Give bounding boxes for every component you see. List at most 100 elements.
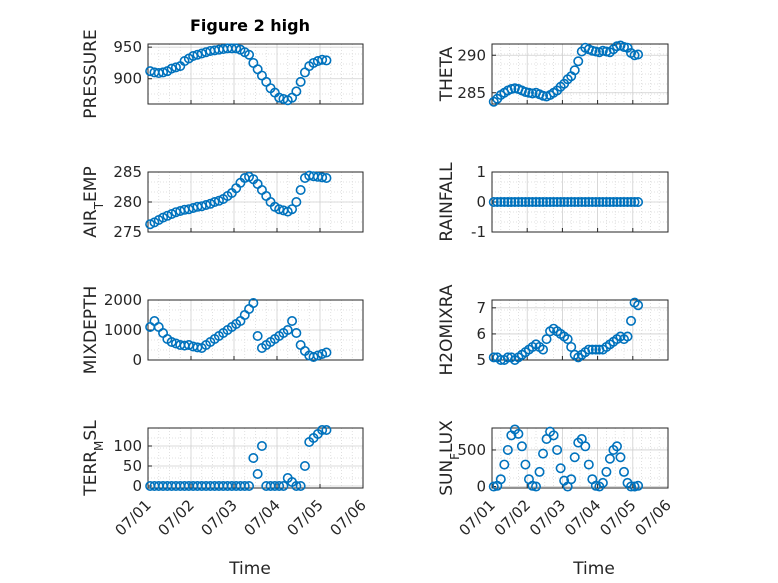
data-point <box>615 197 626 208</box>
y-tick-label: 7 <box>476 299 486 317</box>
data-point <box>552 197 563 208</box>
data-point <box>252 330 263 341</box>
axes-box <box>147 427 364 489</box>
data-point <box>183 339 194 350</box>
data-point <box>278 480 289 491</box>
data-point <box>538 197 549 208</box>
data-point <box>166 63 177 74</box>
data-point <box>244 49 255 60</box>
data-point <box>541 334 552 345</box>
y-axis-label: H2OMIXRA <box>437 284 457 375</box>
data-point <box>274 92 285 103</box>
data-point <box>576 197 587 208</box>
data-point <box>633 197 644 208</box>
data-point <box>192 342 203 353</box>
data-point <box>626 481 637 492</box>
data-point <box>317 54 328 65</box>
data-point <box>499 197 510 208</box>
data-point <box>611 441 622 452</box>
axes-box <box>147 43 364 105</box>
data-point <box>321 424 332 435</box>
data-point <box>615 452 626 463</box>
data-point <box>583 459 594 470</box>
y-tick-label: 0 <box>132 351 142 369</box>
data-point <box>590 344 601 355</box>
data-point <box>321 347 332 358</box>
y-tick-label: 0 <box>476 193 486 211</box>
data-point <box>629 197 640 208</box>
data-point <box>188 50 199 61</box>
data-point <box>321 55 332 66</box>
data-point <box>295 480 306 491</box>
y-tick-label: 900 <box>113 70 142 88</box>
data-point <box>170 207 181 218</box>
data-point <box>566 341 577 352</box>
data-point <box>295 185 306 196</box>
data-point <box>488 197 499 208</box>
y-axis-label: PRESSURE <box>81 29 101 118</box>
data-point <box>201 200 212 211</box>
y-axis-label: MIXDEPTH <box>81 286 101 375</box>
subplot-rainfall: -1 0 1 RAINFALL <box>437 162 669 242</box>
data-point <box>601 466 612 477</box>
data-point <box>622 331 633 342</box>
data-point <box>166 336 177 347</box>
data-point <box>633 480 644 491</box>
data-point <box>308 351 319 362</box>
data-point <box>287 315 298 326</box>
data-point <box>548 197 559 208</box>
data-point <box>502 197 513 208</box>
data-point <box>618 466 629 477</box>
data-point <box>527 197 538 208</box>
y-tick-label: 285 <box>113 163 142 181</box>
data-point <box>604 453 615 464</box>
y-axis-label: RAINFALL <box>437 162 457 242</box>
data-point <box>196 201 207 212</box>
y-tick-label: 950 <box>113 38 142 56</box>
data-point <box>545 197 556 208</box>
data-point <box>580 441 591 452</box>
data-point <box>282 324 293 335</box>
data-point <box>523 197 534 208</box>
data-point <box>601 197 612 208</box>
axes-box <box>491 299 669 361</box>
y-tick-label: 0 <box>476 478 486 496</box>
data-point <box>559 197 570 208</box>
data-point <box>611 197 622 208</box>
data-point <box>520 197 531 208</box>
data-point <box>516 197 527 208</box>
data-point <box>548 430 559 441</box>
data-point <box>587 344 598 355</box>
data-point <box>231 43 242 54</box>
data-point <box>291 327 302 338</box>
data-point <box>291 86 302 97</box>
data-point <box>196 48 207 59</box>
data-point <box>317 172 328 183</box>
data-point <box>321 173 332 184</box>
data-point <box>562 197 573 208</box>
y-tick-label: 280 <box>113 193 142 211</box>
data-point <box>509 197 520 208</box>
data-point <box>244 480 255 491</box>
data-point <box>618 197 629 208</box>
data-point <box>183 204 194 215</box>
data-point <box>538 448 549 459</box>
data-point <box>299 460 310 471</box>
data-point <box>566 474 577 485</box>
y-tick-label: 100 <box>113 437 142 455</box>
y-tick-label: 1 <box>476 163 486 181</box>
data-point <box>566 197 577 208</box>
data-point <box>583 197 594 208</box>
data-point <box>569 197 580 208</box>
data-point <box>608 197 619 208</box>
data-point <box>158 67 169 78</box>
data-point <box>594 197 605 208</box>
data-point <box>569 452 580 463</box>
data-point <box>597 477 608 488</box>
y-tick-label: 6 <box>476 325 486 343</box>
data-point <box>538 344 549 355</box>
data-point <box>495 197 506 208</box>
data-point <box>555 197 566 208</box>
